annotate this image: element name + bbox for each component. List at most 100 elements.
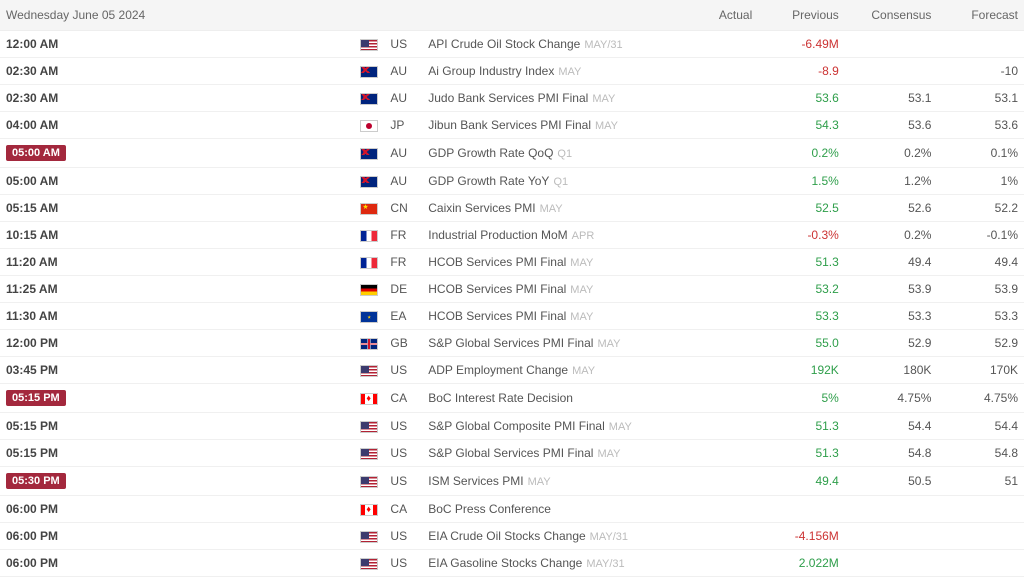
ca-flag-icon (360, 504, 378, 516)
event-name[interactable]: BoC Press Conference (422, 496, 683, 523)
event-name[interactable]: Industrial Production MoMAPR (422, 222, 683, 249)
ea-flag-icon (360, 311, 378, 323)
table-row[interactable]: 03:45 PMUSADP Employment ChangeMAY192K18… (0, 357, 1024, 384)
flag-cell (354, 85, 384, 112)
header-consensus[interactable]: Consensus (845, 0, 938, 31)
event-name[interactable]: Jibun Bank Services PMI FinalMAY (422, 112, 683, 139)
event-name[interactable]: EIA Crude Oil Stocks ChangeMAY/31 (422, 523, 683, 550)
table-row[interactable]: 06:00 PMUSEIA Gasoline Stocks ChangeMAY/… (0, 550, 1024, 577)
flag-cell (354, 112, 384, 139)
event-name[interactable]: S&P Global Services PMI FinalMAY (422, 330, 683, 357)
previous-value: 51.3 (758, 249, 845, 276)
flag-cell (354, 222, 384, 249)
table-row[interactable]: 12:00 AMUSAPI Crude Oil Stock ChangeMAY/… (0, 31, 1024, 58)
au-flag-icon (360, 176, 378, 188)
header-spacer-event (422, 0, 683, 31)
event-name[interactable]: ISM Services PMIMAY (422, 467, 683, 496)
event-label: Judo Bank Services PMI Final (428, 91, 588, 105)
event-name[interactable]: S&P Global Composite PMI FinalMAY (422, 413, 683, 440)
event-name[interactable]: ADP Employment ChangeMAY (422, 357, 683, 384)
actual-value (683, 440, 758, 467)
table-row[interactable]: 11:30 AMEAHCOB Services PMI FinalMAY53.3… (0, 303, 1024, 330)
cn-flag-icon (360, 203, 378, 215)
table-row[interactable]: 11:25 AMDEHCOB Services PMI FinalMAY53.2… (0, 276, 1024, 303)
flag-cell (354, 303, 384, 330)
table-row[interactable]: 05:00 AMAUGDP Growth Rate QoQQ10.2%0.2%0… (0, 139, 1024, 168)
event-name[interactable]: S&P Global Services PMI FinalMAY (422, 440, 683, 467)
country-code: AU (384, 85, 422, 112)
event-period: MAY (570, 284, 593, 296)
time-badge: 05:15 PM (6, 390, 66, 406)
time-badge: 05:00 AM (6, 145, 66, 161)
previous-value: 53.6 (758, 85, 845, 112)
country-code: US (384, 467, 422, 496)
au-flag-icon (360, 66, 378, 78)
actual-value (683, 413, 758, 440)
time-cell: 05:15 PM (0, 384, 354, 413)
country-code: AU (384, 168, 422, 195)
time-cell: 11:25 AM (0, 276, 354, 303)
table-row[interactable]: 10:15 AMFRIndustrial Production MoMAPR-0… (0, 222, 1024, 249)
previous-value: 53.2 (758, 276, 845, 303)
forecast-value: 52.2 (937, 195, 1024, 222)
actual-value (683, 112, 758, 139)
table-row[interactable]: 06:00 PMUSEIA Crude Oil Stocks ChangeMAY… (0, 523, 1024, 550)
country-code: US (384, 550, 422, 577)
consensus-value: 52.9 (845, 330, 938, 357)
forecast-value: 53.6 (937, 112, 1024, 139)
previous-value: -0.3% (758, 222, 845, 249)
time-cell: 06:00 PM (0, 496, 354, 523)
consensus-value: 54.4 (845, 413, 938, 440)
event-name[interactable]: Ai Group Industry IndexMAY (422, 58, 683, 85)
actual-value (683, 85, 758, 112)
table-row[interactable]: 04:00 AMJPJibun Bank Services PMI FinalM… (0, 112, 1024, 139)
event-name[interactable]: GDP Growth Rate YoYQ1 (422, 168, 683, 195)
consensus-value: 0.2% (845, 222, 938, 249)
table-row[interactable]: 06:00 PMCABoC Press Conference (0, 496, 1024, 523)
flag-cell (354, 195, 384, 222)
event-name[interactable]: Judo Bank Services PMI FinalMAY (422, 85, 683, 112)
header-date: Wednesday June 05 2024 (0, 0, 354, 31)
previous-value: 53.3 (758, 303, 845, 330)
table-row[interactable]: 05:00 AMAUGDP Growth Rate YoYQ11.5%1.2%1… (0, 168, 1024, 195)
event-name[interactable]: Caixin Services PMIMAY (422, 195, 683, 222)
table-row[interactable]: 11:20 AMFRHCOB Services PMI FinalMAY51.3… (0, 249, 1024, 276)
forecast-value: 54.4 (937, 413, 1024, 440)
au-flag-icon (360, 148, 378, 160)
event-period: MAY (570, 311, 593, 323)
event-name[interactable]: API Crude Oil Stock ChangeMAY/31 (422, 31, 683, 58)
event-label: GDP Growth Rate QoQ (428, 146, 553, 160)
actual-value (683, 139, 758, 168)
table-row[interactable]: 02:30 AMAUJudo Bank Services PMI FinalMA… (0, 85, 1024, 112)
table-row[interactable]: 05:15 PMUSS&P Global Services PMI FinalM… (0, 440, 1024, 467)
flag-cell (354, 139, 384, 168)
table-row[interactable]: 05:30 PMUSISM Services PMIMAY49.450.551 (0, 467, 1024, 496)
forecast-value: 49.4 (937, 249, 1024, 276)
forecast-value: 4.75% (937, 384, 1024, 413)
actual-value (683, 467, 758, 496)
jp-flag-icon (360, 120, 378, 132)
forecast-value: 170K (937, 357, 1024, 384)
flag-cell (354, 496, 384, 523)
event-label: HCOB Services PMI Final (428, 309, 566, 323)
event-name[interactable]: EIA Gasoline Stocks ChangeMAY/31 (422, 550, 683, 577)
header-forecast[interactable]: Forecast (937, 0, 1024, 31)
event-name[interactable]: HCOB Services PMI FinalMAY (422, 249, 683, 276)
table-row[interactable]: 02:30 AMAUAi Group Industry IndexMAY-8.9… (0, 58, 1024, 85)
table-row[interactable]: 05:15 PMCABoC Interest Rate Decision5%4.… (0, 384, 1024, 413)
header-previous[interactable]: Previous (758, 0, 845, 31)
country-code: US (384, 523, 422, 550)
event-name[interactable]: HCOB Services PMI Final MAY (422, 303, 683, 330)
time-badge: 05:30 PM (6, 473, 66, 489)
event-name[interactable]: BoC Interest Rate Decision (422, 384, 683, 413)
table-row[interactable]: 05:15 PMUSS&P Global Composite PMI Final… (0, 413, 1024, 440)
header-actual[interactable]: Actual (683, 0, 758, 31)
us-flag-icon (360, 448, 378, 460)
table-row[interactable]: 05:15 AMCNCaixin Services PMIMAY52.552.6… (0, 195, 1024, 222)
table-row[interactable]: 12:00 PMGBS&P Global Services PMI FinalM… (0, 330, 1024, 357)
actual-value (683, 496, 758, 523)
event-name[interactable]: HCOB Services PMI FinalMAY (422, 276, 683, 303)
country-code: EA (384, 303, 422, 330)
actual-value (683, 195, 758, 222)
event-name[interactable]: GDP Growth Rate QoQQ1 (422, 139, 683, 168)
